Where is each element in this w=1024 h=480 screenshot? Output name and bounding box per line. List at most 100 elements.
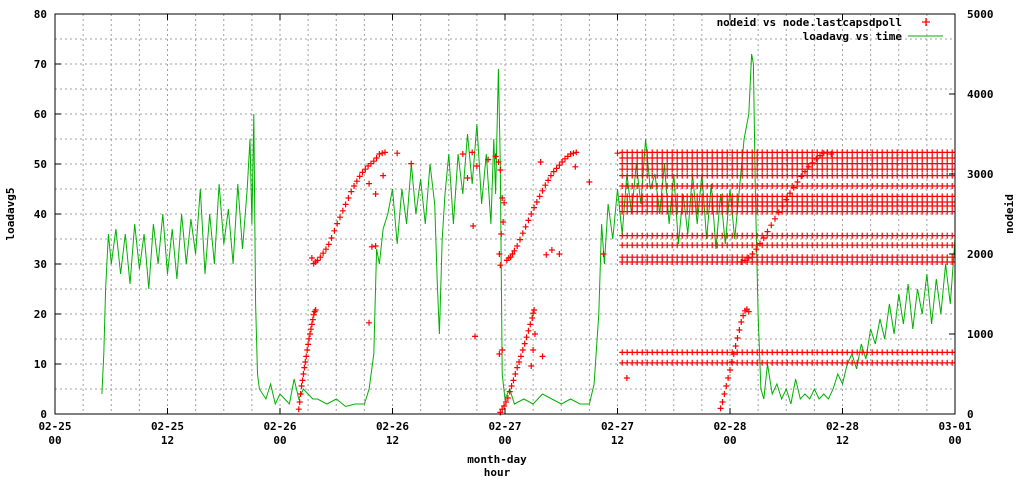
nodeid-point: [531, 307, 537, 313]
y-tick-label: 10: [34, 358, 47, 371]
nodeid-point: [296, 406, 302, 412]
y2-tick-label: 3000: [967, 168, 994, 181]
x-axis-title-line1: month-day: [467, 453, 527, 466]
nodeid-point: [753, 246, 759, 252]
nodeid-point: [498, 231, 504, 237]
nodeid-point: [329, 235, 335, 241]
nodeid-point: [512, 371, 518, 377]
nodeid-point: [718, 405, 724, 411]
legend-marker-nodeid: [922, 18, 930, 26]
nodeid-point: [570, 150, 576, 156]
legend-label-loadavg: loadavg vs time: [803, 30, 903, 43]
nodeid-point-band: [619, 149, 955, 155]
nodeid-point: [554, 165, 560, 171]
x-tick-label: 12: [386, 434, 399, 447]
x-tick-label: 02-28: [713, 420, 746, 433]
nodeid-point: [524, 334, 530, 340]
nodeid-point: [362, 166, 368, 172]
nodeid-point: [470, 223, 476, 229]
nodeid-point: [738, 319, 744, 325]
nodeid-point: [798, 173, 804, 179]
x-tick-label: 00: [48, 434, 61, 447]
nodeid-point: [340, 208, 346, 214]
nodeid-point: [465, 175, 471, 181]
y-tick-label: 80: [34, 8, 47, 21]
nodeid-point: [337, 214, 343, 220]
nodeid-point: [348, 189, 354, 195]
nodeid-point: [323, 246, 329, 252]
nodeid-point: [369, 244, 375, 250]
nodeid-point-band: [619, 183, 955, 189]
nodeid-point: [586, 179, 592, 185]
x-tick-label: 00: [498, 434, 511, 447]
nodeid-point: [540, 353, 546, 359]
nodeid-point: [727, 367, 733, 373]
nodeid-point-band: [619, 173, 955, 179]
nodeid-point: [549, 247, 555, 253]
nodeid-point-band: [619, 155, 955, 161]
nodeid-point: [373, 191, 379, 197]
nodeid-point-band: [619, 349, 955, 355]
nodeid-point: [514, 365, 520, 371]
y2-tick-label: 4000: [967, 88, 994, 101]
nodeid-point: [310, 317, 316, 323]
legend-label-nodeid: nodeid vs node.lastcapsdpoll: [717, 16, 902, 29]
x-tick-label: 02-26: [263, 420, 296, 433]
nodeid-point: [721, 391, 727, 397]
y-tick-label: 40: [34, 208, 47, 221]
x-tick-label: 02-25: [151, 420, 184, 433]
y-axis-title: loadavg5: [4, 188, 17, 241]
nodeid-point: [528, 363, 534, 369]
nodeid-point: [374, 155, 380, 161]
nodeid-point: [733, 343, 739, 349]
nodeid-point: [307, 331, 313, 337]
nodeid-point: [499, 347, 505, 353]
y2-tick-label: 1000: [967, 328, 994, 341]
nodeid-point: [517, 237, 523, 243]
nodeid-point: [520, 347, 526, 353]
nodeid-point: [551, 169, 557, 175]
nodeid-point: [345, 195, 351, 201]
nodeid-point: [525, 217, 531, 223]
y2-axis-title: nodeid: [1003, 194, 1016, 234]
nodeid-point: [366, 181, 372, 187]
nodeid-point: [735, 335, 741, 341]
nodeid-point: [302, 359, 308, 365]
x-tick-label: 02-28: [826, 420, 859, 433]
nodeid-point: [299, 383, 305, 389]
nodeid-point: [376, 151, 382, 157]
nodeid-point: [542, 182, 548, 188]
nodeid-point: [528, 211, 534, 217]
nodeid-point: [301, 365, 307, 371]
nodeid-point: [556, 251, 562, 257]
nodeid-point: [531, 205, 537, 211]
nodeid-point: [518, 353, 524, 359]
plot-series: [102, 54, 955, 415]
nodeid-point: [304, 347, 310, 353]
nodeid-point-band: [619, 166, 955, 172]
y-tick-label: 30: [34, 258, 47, 271]
nodeid-point: [331, 228, 337, 234]
nodeid-point: [545, 177, 551, 183]
legend-plus-icon: [922, 18, 930, 26]
y-tick-label: 20: [34, 308, 47, 321]
nodeid-point: [522, 341, 528, 347]
nodeid-point: [723, 383, 729, 389]
nodeid-point: [497, 262, 503, 268]
x-tick-label: 02-27: [488, 420, 521, 433]
nodeid-point-band: [619, 233, 955, 239]
x-axis-title-line2: hour: [484, 466, 511, 479]
nodeid-point: [523, 224, 529, 230]
nodeid-point: [520, 230, 526, 236]
nodeid-point: [532, 331, 538, 337]
nodeid-point: [497, 167, 503, 173]
y2-tick-label: 5000: [967, 8, 994, 21]
nodeid-point: [514, 243, 520, 249]
y-tick-label: 50: [34, 158, 47, 171]
nodeid-point-band: [619, 242, 955, 248]
nodeid-point: [300, 371, 306, 377]
nodeid-point: [624, 375, 630, 381]
nodeid-point: [357, 173, 363, 179]
nodeid-point: [525, 328, 531, 334]
nodeid-point: [380, 173, 386, 179]
